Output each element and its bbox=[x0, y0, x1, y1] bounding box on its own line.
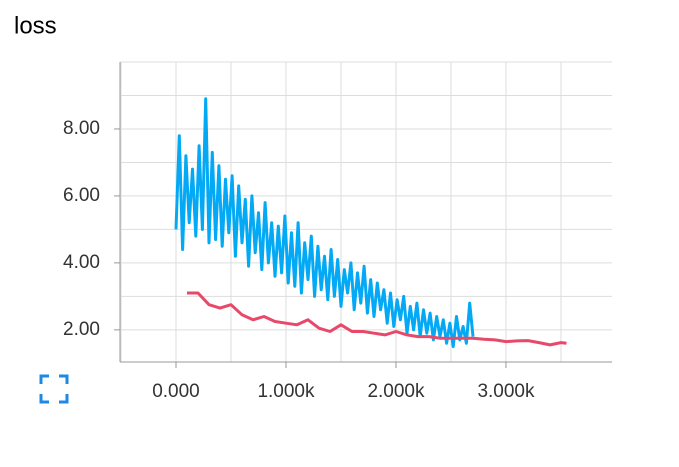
x-tick-label: 2.000k bbox=[367, 381, 425, 402]
x-tick-label: 0.000 bbox=[152, 381, 200, 402]
expand-button[interactable] bbox=[39, 374, 69, 404]
series-line bbox=[174, 97, 475, 349]
y-tick-label: 6.00 bbox=[63, 185, 100, 206]
x-tick-label: 3.000k bbox=[477, 381, 535, 402]
chart-title: loss bbox=[14, 12, 57, 39]
y-tick-label: 8.00 bbox=[63, 118, 100, 139]
y-tick-label: 2.00 bbox=[63, 319, 100, 340]
x-tick-label: 1.000k bbox=[257, 381, 315, 402]
series-line bbox=[187, 291, 567, 347]
expand-icon[interactable] bbox=[39, 374, 69, 404]
y-tick-label: 4.00 bbox=[63, 252, 100, 273]
